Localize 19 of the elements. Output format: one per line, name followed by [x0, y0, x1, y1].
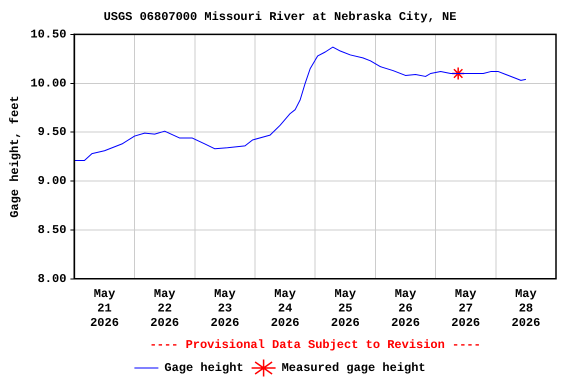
y-tick-label: 10.00	[30, 76, 66, 90]
y-tick-label: 8.00	[38, 272, 66, 286]
x-tick-label: May 28 2026	[511, 287, 540, 330]
x-tick-label: May 22 2026	[150, 287, 180, 330]
legend-label: Measured gage height	[282, 361, 426, 376]
text: ---- Provisional Data Subject to Revision ----	[150, 338, 481, 352]
x-tick-label: May 23 2026	[210, 287, 240, 330]
x-tick-label: May 24 2026	[270, 287, 300, 330]
y-tick-label: 9.50	[38, 125, 66, 140]
x-tick-label: May 27 2026	[451, 287, 480, 330]
x-tick-label: May 26 2026	[391, 287, 420, 330]
chart-title: USGS 06807000 Missouri River at Nebraska City, NE	[104, 10, 456, 24]
x-tick-label: May 21 2026	[90, 287, 119, 330]
legend-label: Gage height	[164, 361, 244, 376]
y-tick-label: 10.50	[30, 27, 66, 42]
x-tick-label: May 25 2026	[330, 287, 360, 330]
y-tick-label: 9.00	[38, 174, 66, 188]
y-axis-title: Gage height, feet	[8, 95, 22, 218]
y-tick-label: 8.50	[38, 222, 66, 237]
